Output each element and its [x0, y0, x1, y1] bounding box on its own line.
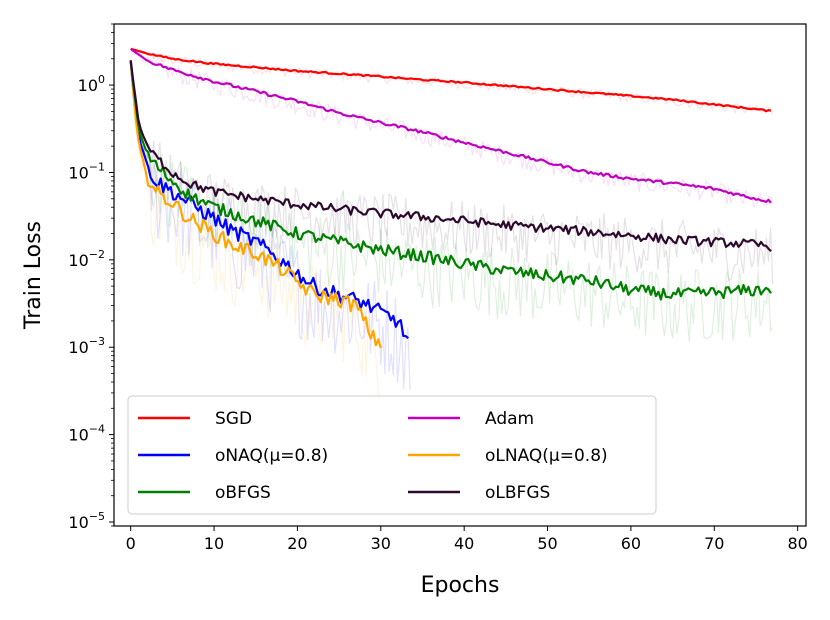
raw-curve: [130, 71, 774, 342]
plot-frame: [113, 23, 807, 527]
y-tick-label: 10−1: [68, 160, 105, 182]
x-tick-label: 20: [287, 534, 307, 553]
raw-curve: [130, 50, 774, 209]
x-tick-label: 60: [621, 534, 641, 553]
legend-label: SGD: [215, 409, 252, 429]
legend-label: oLBFGS: [485, 483, 550, 503]
y-axis-ticks: 10−5 10−4 10−3 10−2 10−1 100: [68, 23, 114, 532]
smoothed-series-layer: [129, 47, 772, 349]
raw-curve: [130, 64, 411, 390]
series-line: [130, 48, 772, 204]
x-tick-label: 80: [787, 534, 807, 553]
y-tick-label: 10−5: [68, 510, 105, 532]
y-tick-label: 10−2: [68, 248, 105, 270]
raw-curve: [130, 62, 774, 285]
x-axis-ticks: 0 10 20 30 40 50 60 70 80: [126, 526, 808, 553]
y-tick-label: 10−4: [68, 423, 105, 445]
series-line: [129, 61, 409, 340]
legend-label: oNAQ(μ=0.8): [215, 446, 328, 466]
x-tick-label: 50: [537, 534, 557, 553]
series-line: [129, 60, 772, 253]
series-line: [129, 60, 382, 349]
x-tick-label: 30: [371, 534, 391, 553]
series-line: [130, 47, 772, 113]
x-tick-label: 10: [204, 534, 224, 553]
x-tick-label: 70: [704, 534, 724, 553]
y-tick-label: 10−3: [68, 335, 105, 357]
x-tick-label: 40: [454, 534, 474, 553]
x-axis-title: Epochs: [421, 573, 500, 598]
y-axis-title: Train Loss: [21, 221, 46, 330]
legend-label: oLNAQ(μ=0.8): [485, 446, 608, 466]
legend-box: [127, 395, 657, 515]
series-line: [129, 60, 772, 301]
legend: SGD Adam oNAQ(μ=0.8) oLNAQ(μ=0.8) oBFGS oLBFG…: [127, 395, 657, 515]
x-tick-label: 0: [126, 534, 136, 553]
legend-label: oBFGS: [215, 483, 271, 503]
y-tick-label: 100: [78, 73, 105, 95]
raw-curve: [130, 48, 774, 116]
legend-label: Adam: [485, 409, 534, 429]
